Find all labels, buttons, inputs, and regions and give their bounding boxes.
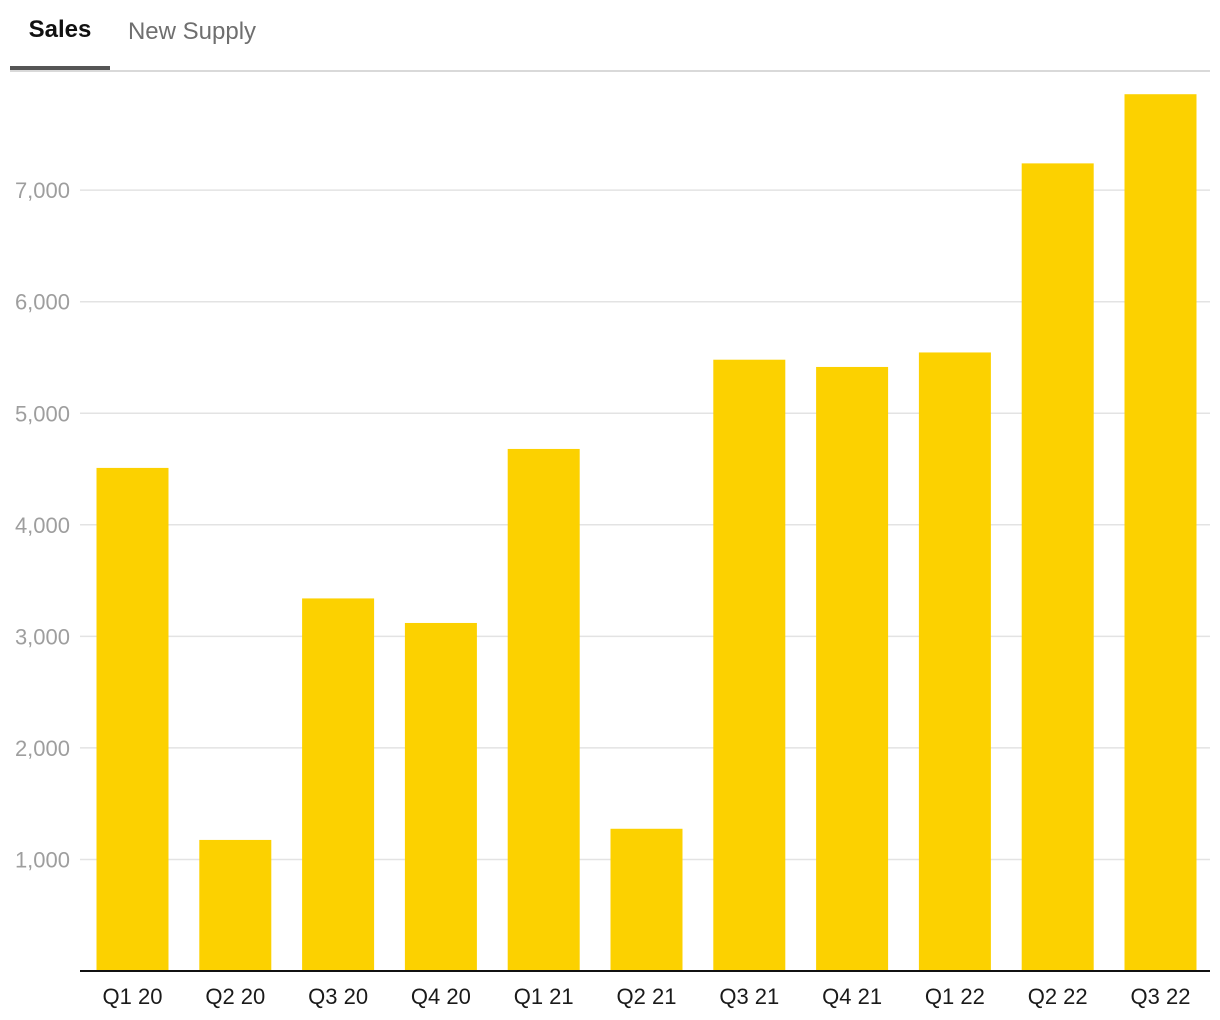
tab-bar: Sales New Supply (10, 0, 1210, 72)
bar[interactable] (404, 622, 477, 971)
y-tick-label: 1,000 (15, 847, 70, 872)
bar[interactable] (199, 839, 272, 971)
bar[interactable] (1124, 94, 1197, 972)
bar[interactable] (1021, 163, 1094, 972)
tab-sales[interactable]: Sales (10, 0, 110, 70)
bar[interactable] (816, 366, 889, 971)
x-tick-label: Q4 21 (822, 984, 882, 1009)
bar[interactable] (918, 352, 991, 971)
x-axis-ticks: Q1 20 Q2 20 Q3 20 Q4 20 Q1 21 Q2 21 Q3 21 Q4 21… (103, 984, 1191, 1009)
x-tick-label: Q1 22 (925, 984, 985, 1009)
x-tick-label: Q4 20 (411, 984, 471, 1009)
x-tick-label: Q2 21 (617, 984, 677, 1009)
bar[interactable] (96, 467, 169, 971)
bar[interactable] (507, 448, 580, 971)
x-tick-label: Q3 21 (719, 984, 779, 1009)
x-tick-label: Q2 20 (205, 984, 265, 1009)
y-tick-label: 7,000 (15, 178, 70, 203)
y-tick-label: 6,000 (15, 290, 70, 315)
y-tick-label: 3,000 (15, 624, 70, 649)
bar[interactable] (302, 598, 375, 971)
y-tick-label: 5,000 (15, 401, 70, 426)
x-tick-label: Q3 22 (1131, 984, 1191, 1009)
x-tick-label: Q3 20 (308, 984, 368, 1009)
gridlines (80, 189, 1210, 861)
x-tick-label: Q2 22 (1028, 984, 1088, 1009)
tab-new-supply[interactable]: New Supply (127, 18, 257, 45)
x-tick-label: Q1 21 (514, 984, 574, 1009)
bar[interactable] (610, 828, 683, 971)
y-tick-label: 2,000 (15, 736, 70, 761)
y-axis-ticks: 1,000 2,000 3,000 4,000 5,000 6,000 7,000 (15, 178, 70, 872)
bars (96, 94, 1197, 972)
bar[interactable] (713, 359, 786, 971)
y-tick-label: 4,000 (15, 513, 70, 538)
x-tick-label: Q1 20 (103, 984, 163, 1009)
